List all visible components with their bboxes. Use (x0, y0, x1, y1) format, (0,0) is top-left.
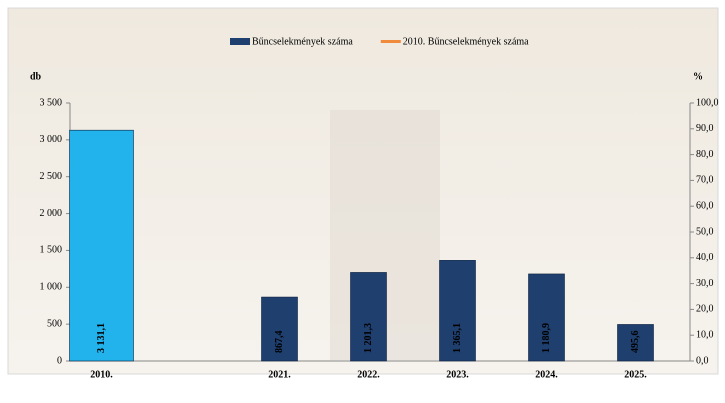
y2-tick-label: 20,0 (696, 304, 714, 315)
y-tick-label: 0 (57, 355, 62, 366)
value-label: 495,6 (630, 331, 641, 354)
y-tick-label: 500 (47, 318, 62, 329)
x-tick-label: 2010. (90, 369, 113, 380)
x-tick-label: 2024. (535, 369, 558, 380)
chart: db % 0 500 1 000 1 500 2 000 2 500 3 000 3 500 0… (0, 0, 725, 403)
x-tick-label: 2023. (446, 369, 469, 380)
y-tick-label: 2 500 (40, 171, 63, 182)
y2-tick-label: 80,0 (696, 149, 714, 160)
x-tick-label: 2021. (268, 369, 291, 380)
y2-axis-label: % (693, 71, 703, 82)
y2-tick-label: 40,0 (696, 252, 714, 263)
y-tick-label: 3 500 (40, 97, 63, 108)
y2-tick-label: 30,0 (696, 278, 714, 289)
legend-swatch (230, 38, 250, 45)
value-label: 1 180,9 (541, 323, 552, 353)
y2-tick-label: 90,0 (696, 123, 714, 134)
y2-tick-label: 10,0 (696, 329, 714, 340)
y-tick-label: 1 000 (40, 282, 63, 293)
value-label: 1 365,1 (452, 323, 463, 353)
legend-label: 2010. Bűncselekmények száma (403, 36, 529, 47)
value-label: 3 131,1 (96, 323, 107, 353)
y-tick-label: 1 500 (40, 245, 63, 256)
y-tick-label: 3 000 (40, 134, 63, 145)
value-label: 867,4 (274, 331, 285, 354)
y-axis-label: db (30, 71, 42, 82)
y2-tick-label: 50,0 (696, 226, 714, 237)
y2-tick-label: 0,0 (696, 355, 709, 366)
legend-label: Bűncselekmények száma (252, 36, 353, 47)
value-label: 1 201,3 (363, 323, 374, 353)
y2-tick-label: 60,0 (696, 200, 714, 211)
y2-tick-label: 70,0 (696, 175, 714, 186)
y-tick-label: 2 000 (40, 208, 63, 219)
x-tick-label: 2025. (624, 369, 647, 380)
x-tick-label: 2022. (357, 369, 380, 380)
y2-tick-label: 100,0 (696, 97, 719, 108)
legend-swatch (381, 40, 401, 43)
